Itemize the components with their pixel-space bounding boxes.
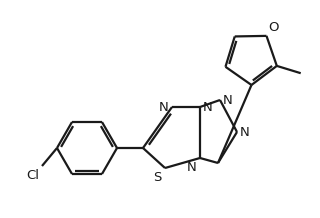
Text: N: N — [203, 100, 213, 114]
Text: O: O — [268, 21, 279, 34]
Text: N: N — [223, 94, 233, 107]
Text: S: S — [154, 171, 162, 184]
Text: N: N — [159, 100, 169, 114]
Text: N: N — [187, 161, 197, 174]
Text: Cl: Cl — [26, 169, 39, 182]
Text: N: N — [240, 126, 250, 138]
